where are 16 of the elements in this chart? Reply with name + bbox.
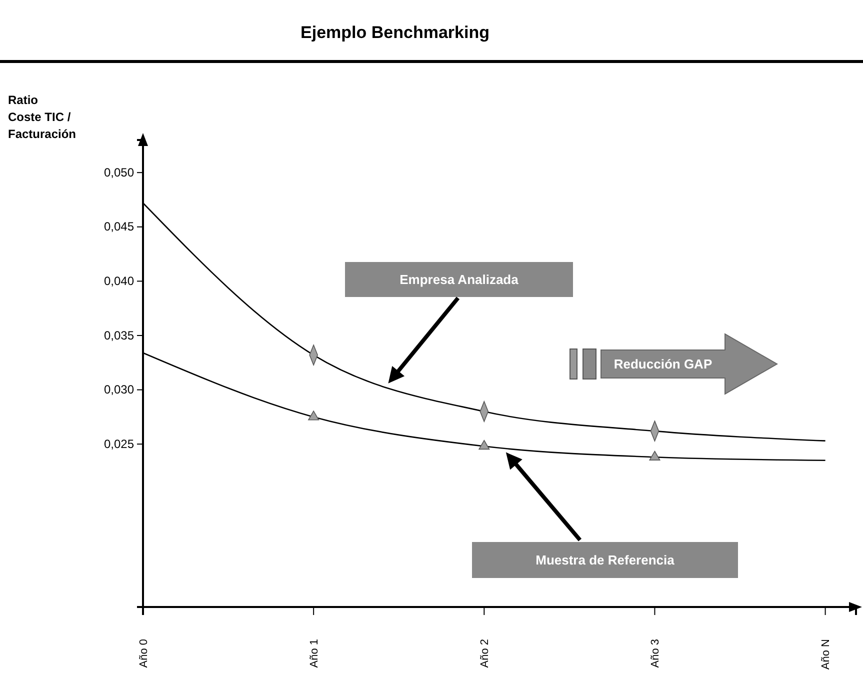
y-tick-label: 0,050	[104, 165, 134, 180]
annotation: Reducción GAP	[614, 356, 712, 372]
x-tick-label: Año 3	[650, 639, 662, 668]
x-tick-label: Año 2	[479, 639, 491, 668]
y-tick-label: 0,030	[104, 382, 134, 397]
y-tick-label: 0,045	[104, 220, 134, 234]
x-tick-label: Año 0	[138, 639, 150, 668]
chart-title: Ejemplo Benchmarking	[300, 23, 490, 42]
x-tick-label: Año N	[820, 638, 832, 670]
x-tick-label: Año 1	[308, 639, 320, 668]
annotation: Empresa Analizada	[400, 272, 520, 287]
y-tick-label: 0,035	[104, 328, 134, 342]
y-tick-label: 0,025	[104, 436, 134, 451]
y-tick-label: 0,040	[104, 274, 134, 288]
annotation: Muestra de Referencia	[536, 552, 676, 568]
y-axis-title: Ratio Coste TIC / Facturación	[8, 93, 76, 141]
